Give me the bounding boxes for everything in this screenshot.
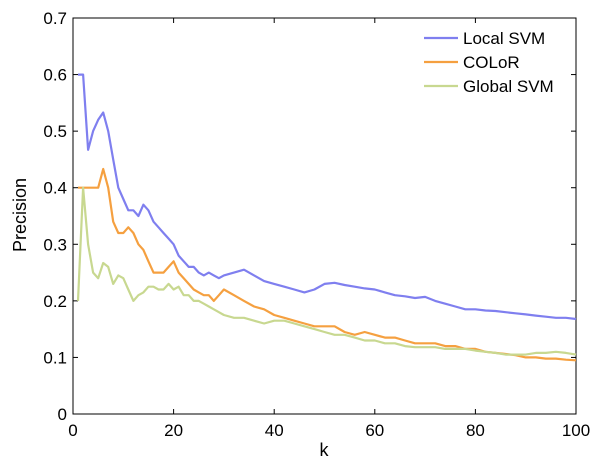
plot-frame (72, 17, 577, 415)
x-tick-label: 60 (365, 421, 384, 440)
x-axis-label: k (320, 440, 330, 459)
x-tick-label: 0 (68, 421, 77, 440)
y-tick-label: 0 (58, 405, 67, 424)
legend-label-local-svm: Local SVM (463, 29, 545, 48)
x-tick-label: 20 (164, 421, 183, 440)
y-tick-label: 0.3 (43, 235, 67, 254)
legend-label-global-svm: Global SVM (463, 77, 554, 96)
axes-box (72, 17, 577, 415)
legend: Local SVM COLoR Global SVM (424, 29, 554, 96)
y-tick-label: 0.5 (43, 122, 67, 141)
x-tick-label: 80 (466, 421, 485, 440)
x-tick-label: 100 (562, 421, 590, 440)
legend-label-color: COLoR (463, 53, 520, 72)
y-tick-label: 0.4 (43, 179, 67, 198)
x-axis-ticks: 0 20 40 60 80 100 (68, 18, 590, 440)
y-tick-label: 0.7 (43, 9, 67, 28)
y-tick-label: 0.1 (43, 348, 67, 367)
y-axis-label: Precision (10, 178, 30, 252)
x-tick-label: 40 (265, 421, 284, 440)
y-tick-label: 0.6 (43, 66, 67, 85)
series-layer (76, 73, 577, 362)
y-axis-ticks: 0 0.1 0.2 0.3 0.4 0.5 0.6 0.7 (43, 9, 576, 424)
y-tick-label: 0.2 (43, 292, 67, 311)
series-line-global-svm (76, 186, 577, 356)
series-line-local-svm (78, 73, 577, 321)
